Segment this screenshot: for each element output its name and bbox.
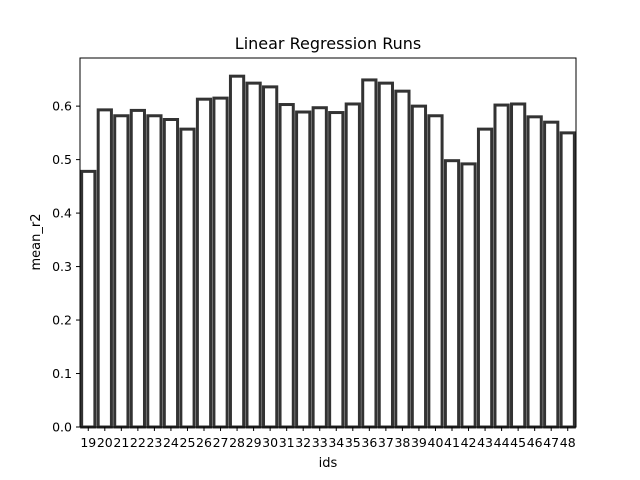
x-tick-label: 35 bbox=[345, 435, 361, 450]
x-tick-label: 45 bbox=[510, 435, 526, 450]
x-tick-label: 33 bbox=[312, 435, 328, 450]
x-tick-label: 31 bbox=[279, 435, 295, 450]
x-tick-label: 32 bbox=[295, 435, 311, 450]
x-tick-label: 43 bbox=[477, 435, 493, 450]
x-tick-label: 26 bbox=[196, 435, 212, 450]
bar-21 bbox=[113, 114, 130, 429]
x-tick-label: 37 bbox=[378, 435, 394, 450]
y-axis-label: mean_r2 bbox=[29, 214, 44, 271]
x-tick-label: 38 bbox=[394, 435, 410, 450]
bar-19 bbox=[80, 169, 97, 429]
bar-34 bbox=[328, 111, 345, 429]
bar-43 bbox=[476, 127, 494, 429]
bar-22 bbox=[129, 108, 146, 429]
x-tick-label: 21 bbox=[113, 435, 129, 450]
bar-35 bbox=[344, 102, 361, 429]
x-tick-label: 42 bbox=[461, 435, 477, 450]
x-tick-label: 22 bbox=[130, 435, 146, 450]
x-tick-label: 36 bbox=[361, 435, 377, 450]
x-tick-label: 44 bbox=[494, 435, 510, 450]
bar-27 bbox=[212, 96, 229, 429]
x-tick-label: 25 bbox=[180, 435, 196, 450]
bar-29 bbox=[245, 81, 262, 429]
y-axis: 0.0 0.1 0.2 0.3 0.4 0.5 0.6 bbox=[52, 99, 80, 435]
x-tick-label: 30 bbox=[262, 435, 278, 450]
x-tick-label: 34 bbox=[328, 435, 344, 450]
bar-30 bbox=[262, 85, 279, 429]
x-axis: 19 20 21 22 23 24 25 26 27 28 29 30 31 32 33 34 35 36 37 38… bbox=[80, 427, 576, 450]
x-tick-label: 19 bbox=[80, 435, 96, 450]
chart-title: Linear Regression Runs bbox=[235, 34, 421, 53]
y-tick-label: 0.6 bbox=[52, 99, 72, 114]
bar-28 bbox=[228, 74, 246, 429]
bar-26 bbox=[195, 97, 213, 429]
y-tick-label: 0.4 bbox=[52, 206, 72, 221]
bar-33 bbox=[311, 106, 328, 429]
bar-42 bbox=[460, 162, 477, 429]
x-tick-label: 46 bbox=[527, 435, 543, 450]
bar-32 bbox=[295, 110, 312, 429]
y-tick-label: 0.5 bbox=[52, 152, 72, 167]
y-tick-label: 0.1 bbox=[52, 366, 72, 381]
x-tick-label: 41 bbox=[444, 435, 460, 450]
x-tick-label: 48 bbox=[560, 435, 576, 450]
bar-47 bbox=[543, 120, 560, 429]
y-tick-label: 0.2 bbox=[52, 313, 72, 328]
bars-group bbox=[80, 74, 576, 429]
x-tick-label: 24 bbox=[163, 435, 179, 450]
bar-24 bbox=[162, 118, 180, 429]
bar-31 bbox=[278, 103, 295, 429]
x-tick-label: 39 bbox=[411, 435, 427, 450]
x-tick-label: 20 bbox=[97, 435, 113, 450]
bar-48 bbox=[559, 131, 576, 429]
bar-39 bbox=[410, 104, 428, 429]
bar-41 bbox=[443, 159, 461, 429]
bar-20 bbox=[96, 108, 113, 429]
plot-frame bbox=[79, 57, 577, 428]
bar-38 bbox=[394, 89, 411, 429]
bar-37 bbox=[377, 81, 394, 429]
bar-40 bbox=[427, 114, 444, 429]
x-tick-label: 27 bbox=[213, 435, 229, 450]
x-axis-label: ids bbox=[319, 456, 338, 471]
y-tick-label: 0.0 bbox=[52, 420, 72, 435]
bar-36 bbox=[361, 78, 378, 429]
x-tick-label: 23 bbox=[146, 435, 162, 450]
x-tick-label: 40 bbox=[428, 435, 444, 450]
bar-44 bbox=[493, 103, 510, 429]
x-tick-label: 47 bbox=[543, 435, 559, 450]
y-tick-label: 0.3 bbox=[52, 259, 72, 274]
x-tick-label: 29 bbox=[246, 435, 262, 450]
bar-46 bbox=[526, 115, 543, 429]
bar-45 bbox=[510, 102, 527, 429]
x-tick-label: 28 bbox=[229, 435, 245, 450]
bar-23 bbox=[146, 114, 163, 429]
bar-25 bbox=[179, 127, 196, 429]
